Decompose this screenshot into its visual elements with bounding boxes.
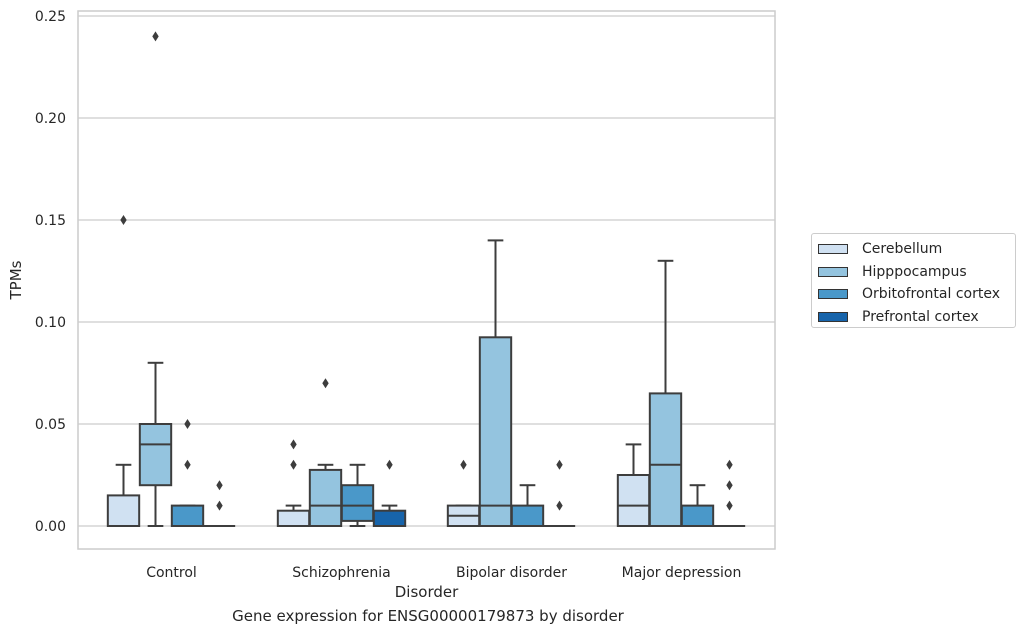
box-cerebellum-major-depression bbox=[616, 443, 651, 527]
outlier-point bbox=[290, 439, 297, 450]
legend-item-prefrontal-cortex: Prefrontal cortex bbox=[818, 306, 1015, 329]
legend: Cerebellum Hipppocampus Orbitofrontal co… bbox=[811, 233, 1016, 328]
y-axis-label: TPMs bbox=[7, 260, 25, 300]
box-iqr bbox=[510, 504, 545, 528]
legend-item-orbitofrontal-cortex: Orbitofrontal cortex bbox=[818, 283, 1015, 306]
x-tick-label: Schizophrenia bbox=[292, 565, 390, 581]
box-iqr bbox=[478, 336, 513, 527]
x-tick-labels: Control Schizophrenia Bipolar disorder Majo… bbox=[146, 565, 741, 581]
box-hipppocampus-major-depression bbox=[648, 259, 683, 527]
legend-swatch-orbitofrontal-cortex bbox=[818, 289, 848, 300]
box-iqr bbox=[170, 504, 205, 528]
box-cerebellum-control bbox=[106, 215, 141, 527]
box-cerebellum-bipolar-disorder bbox=[446, 459, 481, 528]
box-iqr bbox=[648, 392, 683, 527]
legend-swatch-cerebellum bbox=[818, 244, 848, 255]
box-hipppocampus-bipolar-disorder bbox=[478, 239, 513, 527]
boxes bbox=[106, 31, 746, 528]
y-tick-label: 0.20 bbox=[35, 111, 66, 127]
y-tick-label: 0.00 bbox=[35, 519, 66, 535]
outlier-point bbox=[322, 378, 329, 389]
x-tick-label: Major depression bbox=[622, 565, 742, 581]
legend-item-hippocampus: Hipppocampus bbox=[818, 261, 1015, 284]
x-tick-label: Bipolar disorder bbox=[456, 565, 567, 581]
outlier-point bbox=[120, 215, 127, 225]
box-cerebellum-schizophrenia bbox=[276, 439, 311, 528]
legend-swatch-hippocampus bbox=[818, 266, 848, 277]
box-iqr bbox=[308, 468, 343, 527]
chart-caption: Gene expression for ENSG00000179873 by d… bbox=[232, 607, 624, 625]
legend-label-prefrontal-cortex: Prefrontal cortex bbox=[862, 308, 979, 325]
outlier-point bbox=[152, 31, 159, 42]
outlier-point bbox=[460, 459, 467, 470]
outlier-point bbox=[726, 459, 733, 470]
outlier-point bbox=[726, 480, 733, 491]
box-prefrontal-cortex-schizophrenia bbox=[372, 459, 407, 528]
y-tick-labels: 0.00 0.05 0.10 0.15 0.20 0.25 bbox=[35, 9, 66, 535]
outlier-point bbox=[184, 459, 191, 470]
outlier-point bbox=[556, 459, 563, 470]
x-axis-label: Disorder bbox=[395, 583, 459, 601]
box-orbitofrontal-cortex-schizophrenia bbox=[340, 463, 375, 527]
outlier-point bbox=[216, 500, 223, 511]
outlier-point bbox=[184, 419, 191, 429]
outlier-point bbox=[216, 480, 223, 491]
box-iqr bbox=[680, 504, 715, 528]
x-tick-label: Control bbox=[146, 565, 197, 581]
legend-label-cerebellum: Cerebellum bbox=[862, 241, 943, 258]
outlier-point bbox=[556, 500, 563, 511]
box-orbitofrontal-cortex-major-depression bbox=[680, 484, 715, 528]
legend-label-hippocampus: Hipppocampus bbox=[862, 263, 967, 280]
box-iqr bbox=[276, 509, 311, 528]
box-iqr bbox=[616, 474, 651, 527]
box-prefrontal-cortex-control bbox=[203, 480, 236, 527]
plot-area-frame bbox=[77, 10, 776, 550]
box-iqr bbox=[340, 484, 375, 522]
box-hipppocampus-schizophrenia bbox=[308, 378, 343, 527]
box-hipppocampus-control bbox=[138, 31, 173, 527]
box-iqr bbox=[138, 423, 173, 487]
y-tick-label: 0.10 bbox=[35, 315, 66, 331]
y-tick-label: 0.15 bbox=[35, 213, 66, 229]
box-prefrontal-cortex-bipolar-disorder bbox=[543, 459, 576, 527]
legend-swatch-prefrontal-cortex bbox=[818, 311, 848, 322]
box-orbitofrontal-cortex-bipolar-disorder bbox=[510, 484, 545, 528]
y-tick-label: 0.05 bbox=[35, 417, 66, 433]
outlier-point bbox=[290, 459, 297, 470]
legend-label-orbitofrontal-cortex: Orbitofrontal cortex bbox=[862, 286, 1000, 303]
y-tick-label: 0.25 bbox=[35, 9, 66, 25]
box-prefrontal-cortex-major-depression bbox=[713, 459, 746, 527]
box-iqr bbox=[372, 509, 407, 528]
legend-item-cerebellum: Cerebellum bbox=[818, 238, 1015, 261]
outlier-point bbox=[726, 500, 733, 511]
outlier-point bbox=[386, 459, 393, 470]
box-orbitofrontal-cortex-control bbox=[170, 419, 205, 528]
box-iqr bbox=[106, 494, 141, 527]
